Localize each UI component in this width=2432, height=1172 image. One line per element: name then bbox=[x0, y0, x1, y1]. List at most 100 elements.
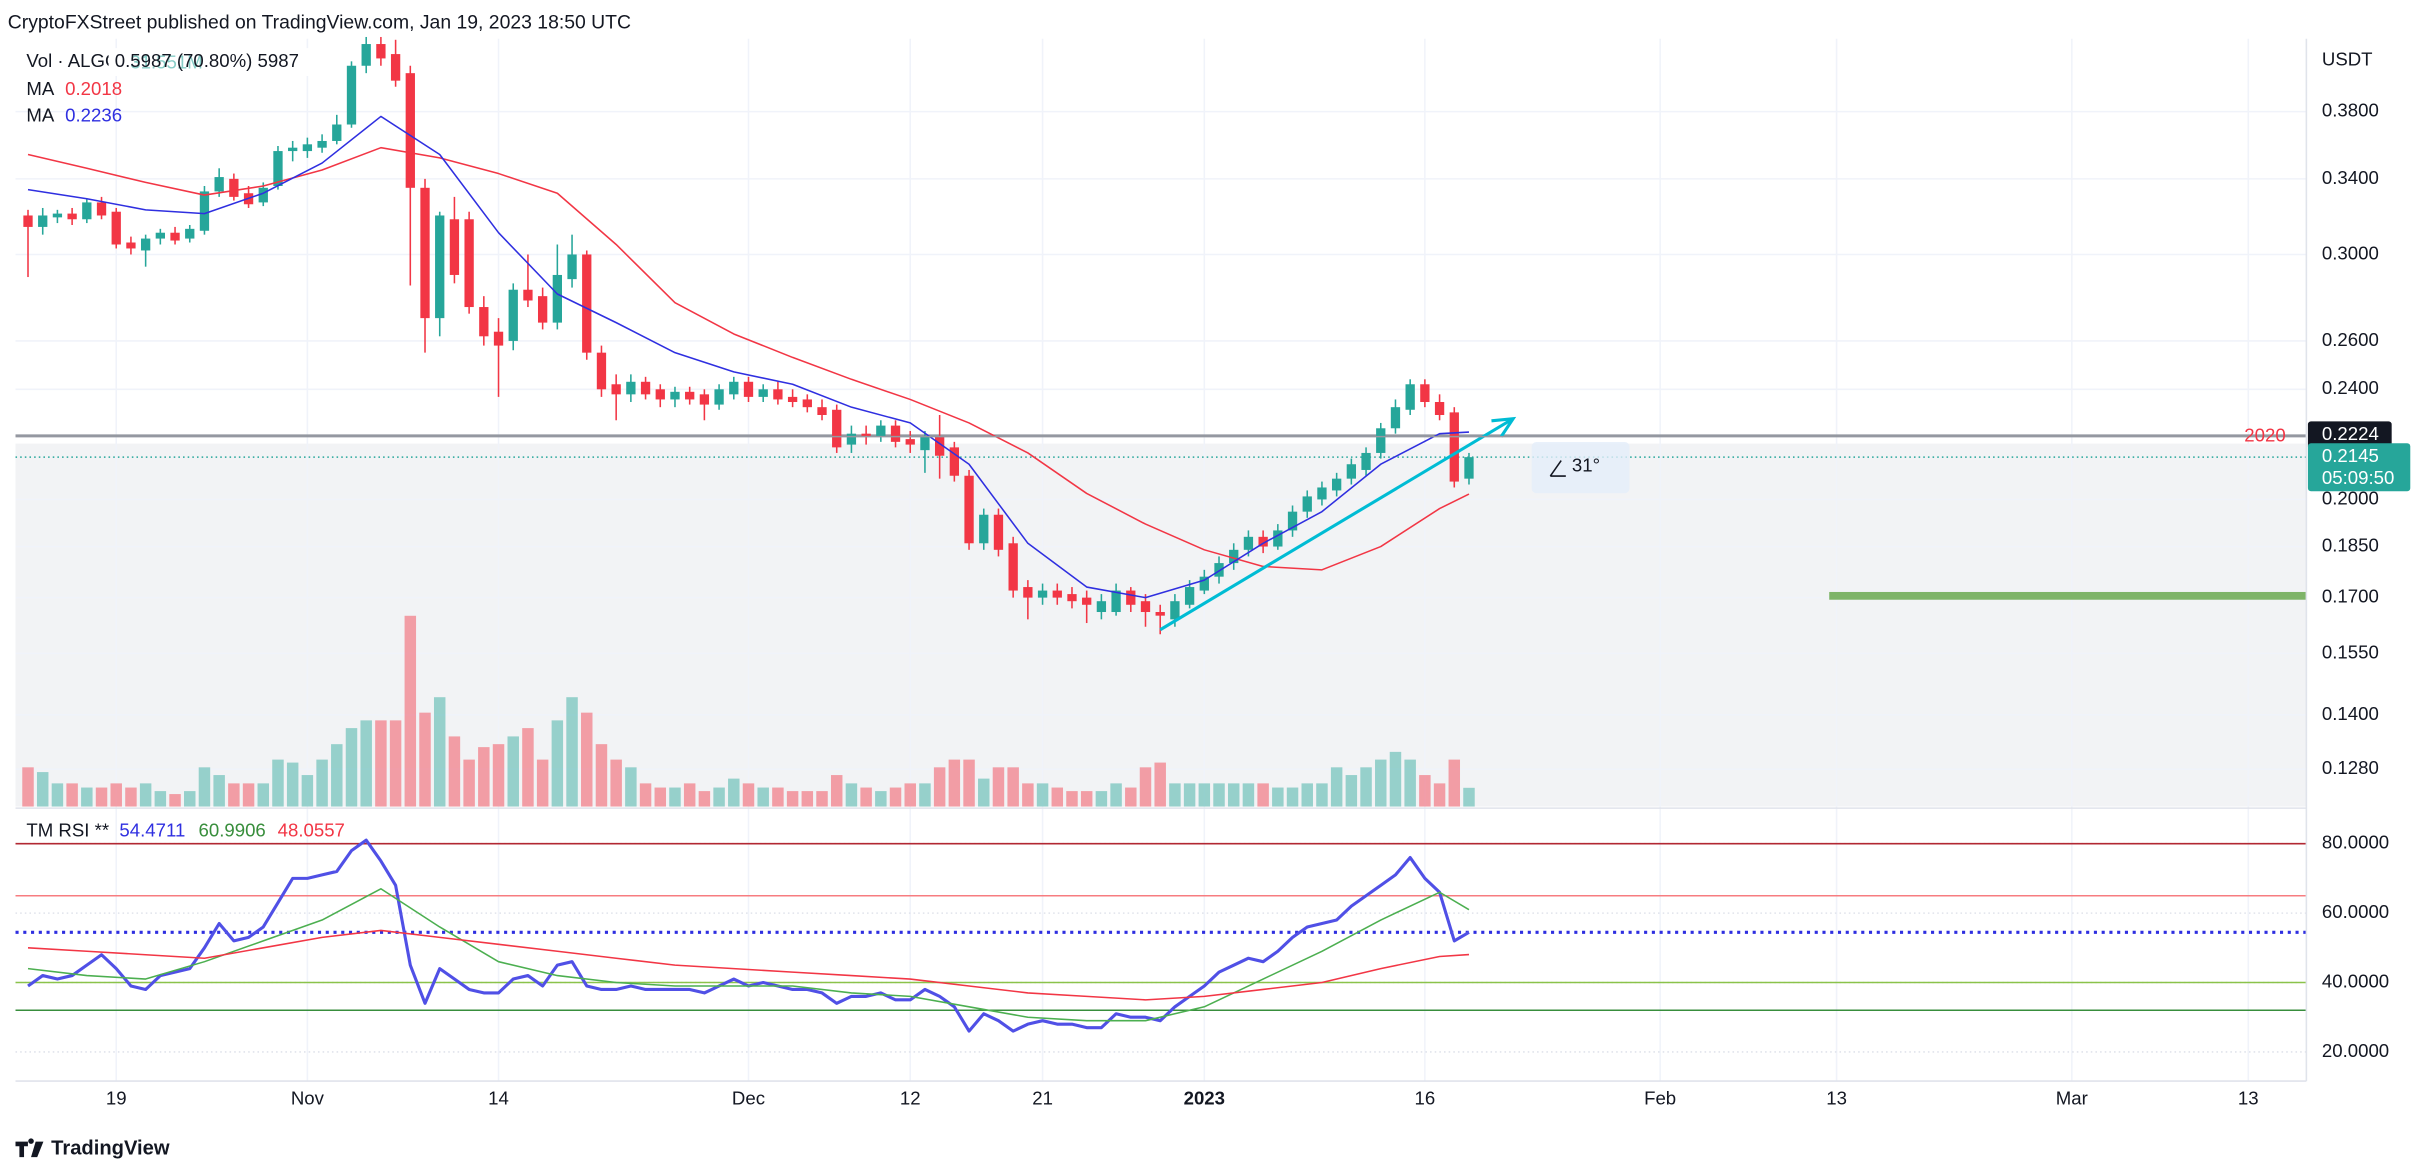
candle-body bbox=[1111, 590, 1121, 613]
y-tick-label: 0.2000 bbox=[2322, 487, 2379, 508]
trend-arrow bbox=[1159, 417, 1514, 632]
candle-body bbox=[508, 289, 518, 341]
volume-bar bbox=[845, 783, 858, 807]
candle-body bbox=[140, 238, 151, 251]
volume-bar bbox=[1051, 787, 1064, 807]
volume-bar bbox=[742, 783, 755, 807]
candle-body bbox=[1405, 384, 1415, 410]
volume-bar bbox=[448, 736, 461, 807]
x-tick-label: Dec bbox=[732, 1088, 765, 1109]
candle-body bbox=[758, 389, 768, 397]
y-tick-label: 0.3000 bbox=[2322, 242, 2379, 263]
arrow-head bbox=[1491, 416, 1517, 438]
x-tick-label: 21 bbox=[1032, 1088, 1053, 1109]
candle-body bbox=[1243, 536, 1254, 550]
candle-body bbox=[288, 147, 298, 152]
volume-bar bbox=[698, 791, 711, 807]
volume-bar bbox=[507, 736, 519, 807]
candle-body bbox=[979, 514, 989, 544]
candle-body bbox=[846, 433, 857, 445]
x-tick-label: 13 bbox=[2238, 1088, 2259, 1109]
rsi-value: 60.9906 bbox=[199, 819, 266, 840]
candle-body bbox=[1331, 478, 1342, 491]
legend-box bbox=[108, 48, 323, 77]
ma-value: 0.2236 bbox=[65, 104, 122, 125]
candle-body bbox=[420, 187, 430, 319]
volume-bar bbox=[816, 791, 828, 807]
volume-bar bbox=[316, 759, 328, 807]
volume-bar bbox=[360, 720, 372, 807]
volume-bar bbox=[1345, 775, 1358, 807]
candle-body bbox=[229, 178, 239, 197]
ma-legend: MA bbox=[26, 104, 55, 125]
volume-bar bbox=[1066, 791, 1078, 807]
volume-bar bbox=[66, 783, 78, 807]
y-tick-label: 0.1550 bbox=[2322, 641, 2379, 662]
volume-bar bbox=[375, 720, 387, 807]
volume-bar bbox=[1139, 767, 1152, 807]
volume-bar bbox=[81, 787, 93, 807]
candle-body bbox=[111, 211, 121, 245]
alert-label: 2020 bbox=[2244, 425, 2285, 446]
volume-bar bbox=[36, 772, 49, 807]
candle-body bbox=[611, 384, 621, 395]
ma-value: 0.2018 bbox=[65, 78, 122, 99]
volume-bar bbox=[610, 759, 622, 807]
volume-bar bbox=[595, 744, 608, 807]
volume-bar bbox=[625, 767, 637, 807]
logo: TradingView bbox=[15, 1138, 170, 1160]
volume-bar bbox=[198, 767, 211, 807]
candle-body bbox=[582, 254, 592, 353]
volume-bar bbox=[1125, 787, 1137, 807]
candle-body bbox=[317, 140, 327, 148]
candle-body bbox=[1023, 587, 1033, 598]
candle-body bbox=[537, 296, 548, 323]
volume-bar bbox=[978, 778, 990, 807]
last-price-tag bbox=[2307, 443, 2411, 492]
volume-bar bbox=[551, 720, 564, 807]
candle-body bbox=[214, 177, 224, 192]
candle-body bbox=[376, 44, 386, 59]
volume-bar bbox=[713, 787, 725, 807]
candle-body bbox=[405, 73, 415, 188]
volume-bar bbox=[433, 697, 446, 807]
volume-bar bbox=[1272, 787, 1284, 807]
candle-body bbox=[1140, 601, 1151, 613]
volume-bar bbox=[492, 744, 505, 807]
y-tick-label: 80.0000 bbox=[2322, 832, 2389, 853]
candle-body bbox=[82, 202, 92, 220]
candle-body bbox=[1155, 612, 1165, 616]
candle-body bbox=[390, 54, 401, 81]
volume-bar bbox=[1301, 783, 1313, 807]
candle-body bbox=[523, 289, 533, 301]
header: CryptoFXStreet published on TradingView.… bbox=[8, 11, 631, 33]
logo-mark bbox=[15, 1138, 44, 1158]
volume-bar bbox=[1433, 783, 1446, 807]
candle-body bbox=[993, 514, 1004, 550]
y-tick-label: 60.0000 bbox=[2322, 901, 2389, 922]
volume-bar bbox=[301, 775, 314, 807]
volume-bar bbox=[830, 775, 843, 807]
candle-body bbox=[1420, 384, 1430, 403]
volume-bar bbox=[478, 747, 490, 807]
price-line-value: 0.2224 bbox=[2322, 423, 2379, 444]
candle-body bbox=[96, 202, 107, 216]
candle-body bbox=[905, 439, 915, 445]
rsi-legend: TM RSI ** bbox=[26, 819, 109, 840]
price-line-tag bbox=[2307, 421, 2392, 450]
candle-body bbox=[685, 391, 695, 400]
candle-body bbox=[743, 381, 754, 397]
candle-body bbox=[1361, 452, 1371, 470]
volume-bar bbox=[419, 712, 431, 807]
volume-bar bbox=[1095, 791, 1108, 807]
volume-bar bbox=[1213, 783, 1225, 807]
y-tick-label: 0.2400 bbox=[2322, 377, 2379, 398]
volume-bar bbox=[1080, 791, 1093, 807]
y-tick-label: 0.1700 bbox=[2322, 586, 2379, 607]
x-tick-label: 13 bbox=[1826, 1088, 1847, 1109]
volume-bar bbox=[331, 744, 343, 807]
candle-body bbox=[1390, 407, 1401, 429]
candle-body bbox=[1170, 601, 1180, 620]
